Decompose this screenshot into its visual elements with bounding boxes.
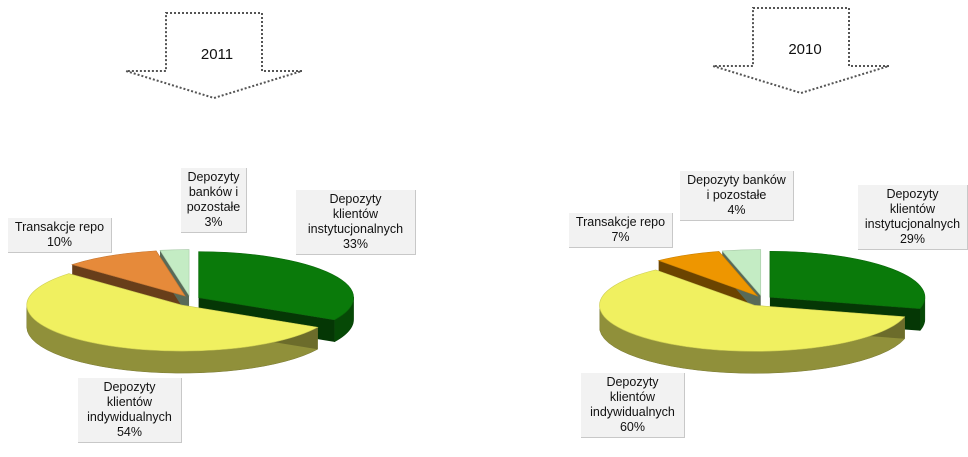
label-2011-repo: Transakcje repo 10% (8, 218, 112, 253)
year-arrow-2010 (712, 7, 890, 95)
label-line: Transakcje repo (14, 220, 105, 234)
slice-2010-1 (599, 269, 906, 352)
slice-2011-0 (198, 251, 354, 321)
label-pct: 7% (611, 230, 630, 244)
label-line: Transakcje repo (575, 215, 666, 229)
label-2011-indywidualne: Depozyty klientów indywidualnych 54% (78, 378, 182, 443)
label-2010-indywidualne: Depozyty klientów indywidualnych 60% (581, 373, 685, 438)
label-line: pozostałe (186, 200, 241, 214)
chart-title-2010: 2010 (788, 41, 822, 58)
year-arrow-2011 (125, 12, 303, 100)
label-line: indywidualnych (590, 405, 675, 419)
label-line: indywidualnych (87, 410, 172, 424)
label-line: Depozyty (329, 192, 382, 206)
label-pct: 33% (342, 237, 369, 251)
label-pct: 4% (727, 203, 746, 217)
label-pct: 10% (46, 235, 73, 249)
label-2011-instytucjonalne: Depozyty klientów instytucjonalnych 33% (296, 190, 416, 255)
label-line: Depozyty (187, 170, 240, 184)
label-pct: 60% (619, 420, 646, 434)
label-2010-instytucjonalne: Depozyty klientów instytucjonalnych 29% (858, 185, 968, 250)
slice-2010-2 (657, 251, 759, 297)
label-line: klientów (106, 395, 153, 409)
label-line: klientów (609, 390, 656, 404)
label-line: banków i (188, 185, 239, 199)
label-2011-banki: Depozyty banków i pozostałe 3% (181, 168, 247, 233)
slice-2010-3 (721, 249, 762, 297)
label-pct: 29% (899, 232, 926, 246)
label-pct: 54% (116, 425, 143, 439)
label-line: klientów (332, 207, 379, 221)
label-line: Depozyty (886, 187, 939, 201)
slice-2010-0 (769, 250, 926, 309)
label-line: Depozyty (606, 375, 659, 389)
label-2010-banki: Depozyty banków i pozostałe 4% (680, 171, 794, 221)
label-line: Depozyty banków (687, 173, 786, 187)
chart-title-2011: 2011 (200, 46, 234, 63)
label-pct: 3% (204, 215, 223, 229)
label-line: Depozyty (103, 380, 156, 394)
label-line: klientów (889, 202, 936, 216)
label-line: instytucjonalnych (864, 217, 961, 231)
slice-2011-3 (159, 249, 190, 297)
label-2010-repo: Transakcje repo 7% (569, 213, 673, 248)
slice-2011-2 (71, 250, 186, 297)
slice-2011-1 (26, 273, 319, 352)
label-line: i pozostałe (706, 188, 767, 202)
label-line: instytucjonalnych (307, 222, 404, 236)
